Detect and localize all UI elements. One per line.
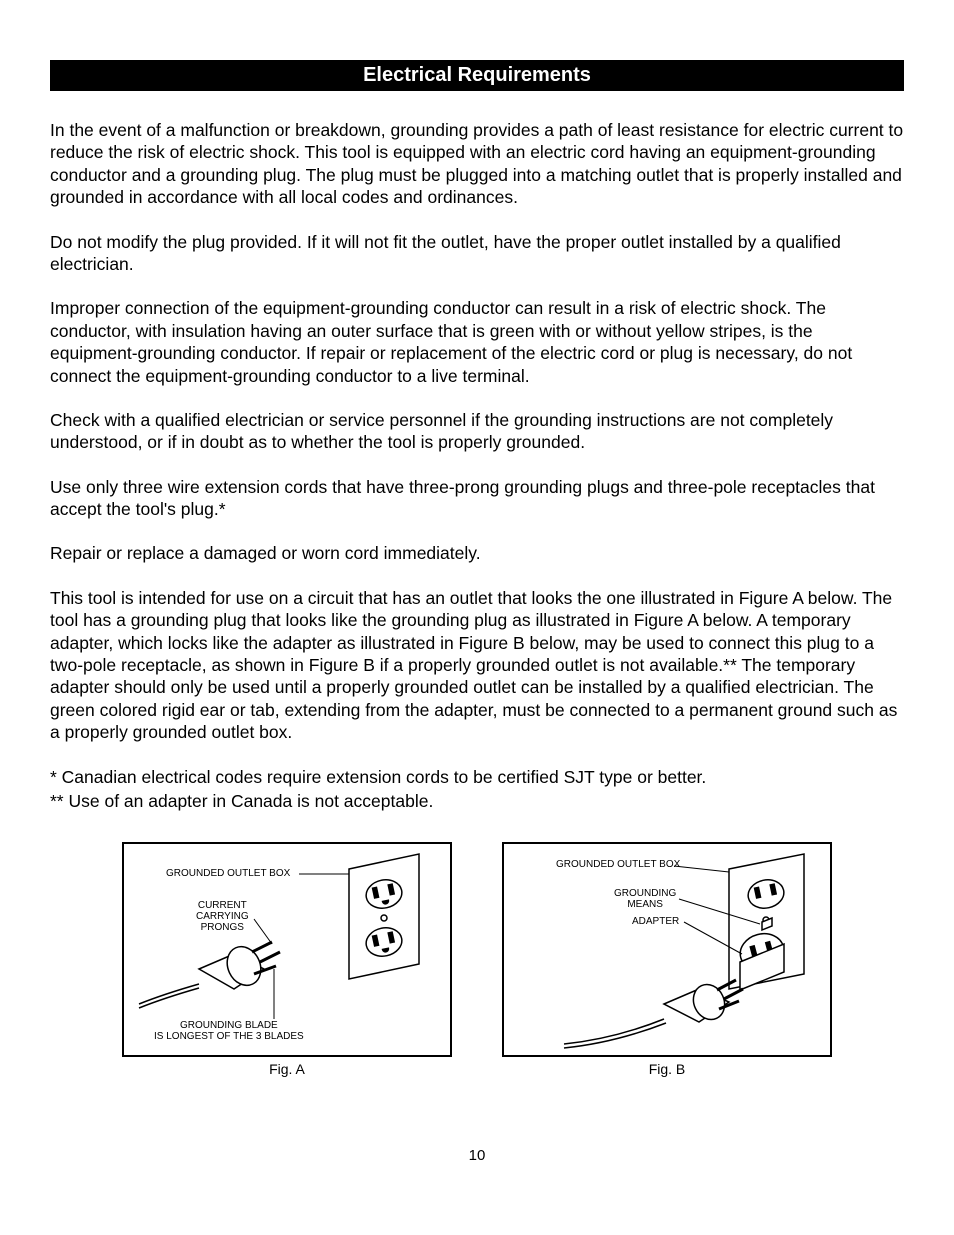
paragraph: Repair or replace a damaged or worn cord… [50, 542, 904, 564]
figure-b-svg [504, 844, 834, 1059]
figure-a: GROUNDED OUTLET BOX CURRENT CARRYING PRO… [122, 842, 452, 1077]
figure-b-frame: GROUNDED OUTLET BOX GROUNDING MEANS ADAP… [502, 842, 832, 1057]
paragraph: Do not modify the plug provided. If it w… [50, 231, 904, 276]
fig-a-label-blade: GROUNDING BLADE IS LONGEST OF THE 3 BLAD… [154, 1020, 304, 1042]
paragraph: Use only three wire extension cords that… [50, 476, 904, 521]
figure-b: GROUNDED OUTLET BOX GROUNDING MEANS ADAP… [502, 842, 832, 1077]
footnote: ** Use of an adapter in Canada is not ac… [50, 790, 904, 812]
figure-b-caption: Fig. B [502, 1061, 832, 1077]
fig-b-label-means: GROUNDING MEANS [614, 888, 676, 910]
paragraph: Check with a qualified electrician or se… [50, 409, 904, 454]
fig-b-label-adapter: ADAPTER [632, 916, 679, 927]
paragraph: Improper connection of the equipment-gro… [50, 297, 904, 387]
body-text: In the event of a malfunction or breakdo… [50, 119, 904, 812]
paragraph: This tool is intended for use on a circu… [50, 587, 904, 744]
fig-b-label-outlet: GROUNDED OUTLET BOX [556, 859, 680, 870]
section-header: Electrical Requirements [50, 60, 904, 91]
fig-a-label-prongs: CURRENT CARRYING PRONGS [196, 900, 249, 933]
footnote: * Canadian electrical codes require exte… [50, 766, 904, 788]
figure-a-frame: GROUNDED OUTLET BOX CURRENT CARRYING PRO… [122, 842, 452, 1057]
page-number: 10 [50, 1147, 904, 1164]
figure-a-caption: Fig. A [122, 1061, 452, 1077]
figures-row: GROUNDED OUTLET BOX CURRENT CARRYING PRO… [50, 842, 904, 1077]
paragraph: In the event of a malfunction or breakdo… [50, 119, 904, 209]
fig-a-label-outlet: GROUNDED OUTLET BOX [166, 868, 290, 879]
